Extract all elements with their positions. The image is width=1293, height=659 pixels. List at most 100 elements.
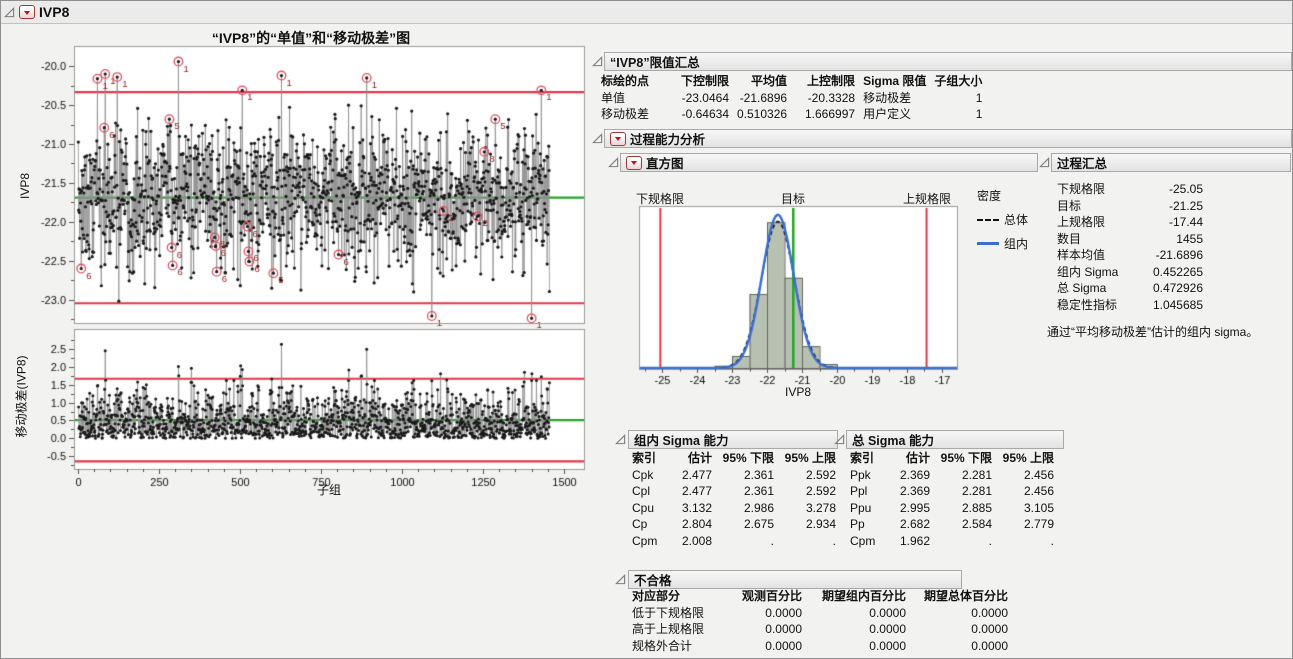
table-cell: -0.64634	[661, 106, 733, 123]
table-cell: Cpm	[846, 533, 886, 550]
disclosure-open-icon[interactable]	[615, 434, 626, 445]
overall-sigma-header[interactable]: 总 Sigma 能力	[846, 430, 1064, 449]
red-triangle-menu-icon[interactable]	[610, 132, 626, 146]
column-header: 95% 上限	[996, 450, 1058, 467]
table-cell: Cpl	[628, 483, 668, 500]
table-row: 规格外合计0.00000.00000.0000	[628, 638, 1012, 655]
jmp-report-window: IVP8 “IVP8”的“单值”和“移动极差”图 IVP8 移动极差(IVP8)…	[0, 0, 1293, 659]
usl-label: 上规格限	[887, 190, 967, 207]
table-cell: 2.885	[934, 500, 996, 517]
table-cell: 移动极差	[597, 106, 661, 123]
individuals-moving-range-chart[interactable]	[1, 41, 591, 506]
red-triangle-menu-icon[interactable]	[626, 156, 642, 170]
process-summary-table: 下规格限-25.05目标-21.25上规格限-17.44数目1455样本均值-2…	[1053, 181, 1207, 313]
table-cell: -25.05	[1145, 181, 1207, 198]
table-cell: .	[716, 533, 778, 550]
table-row: Cpl2.4772.3612.592	[628, 483, 840, 500]
table-cell: 0.472926	[1145, 280, 1207, 297]
disclosure-open-icon[interactable]	[608, 157, 619, 168]
table-cell: 目标	[1053, 198, 1145, 215]
histogram-header[interactable]: 直方图	[620, 153, 1038, 172]
report-outline-header[interactable]: IVP8	[1, 1, 1292, 24]
table-cell: 上规格限	[1053, 214, 1145, 231]
column-header: 期望总体百分比	[910, 588, 1012, 605]
table-header-row: 标绘的点下控制限平均值上控制限Sigma 限值子组大小	[597, 73, 986, 90]
column-header: 子组大小	[930, 73, 986, 90]
disclosure-open-icon[interactable]	[592, 56, 603, 67]
table-cell: -21.6896	[733, 90, 791, 107]
report-title: IVP8	[39, 4, 69, 20]
nonconformance-header[interactable]: 不合格	[628, 570, 962, 589]
table-row: 单值-23.0464-21.6896-20.3328移动极差1	[597, 90, 986, 107]
capability-header[interactable]: 过程能力分析	[604, 129, 1292, 148]
table-cell: .	[934, 533, 996, 550]
disclosure-open-icon[interactable]	[615, 574, 626, 585]
table-cell: Cpk	[628, 467, 668, 484]
limits-summary-header[interactable]: “IVP8”限值汇总	[604, 52, 1292, 71]
table-cell: -21.6896	[1145, 247, 1207, 264]
table-row: Ppl2.3692.2812.456	[846, 483, 1058, 500]
column-header: 期望组内百分比	[806, 588, 910, 605]
limits-summary-table: 标绘的点下控制限平均值上控制限Sigma 限值子组大小单值-23.0464-21…	[597, 73, 986, 123]
table-cell: 2.934	[778, 516, 840, 533]
table-cell: 2.369	[886, 483, 934, 500]
table-header-row: 索引估计95% 下限95% 上限	[846, 450, 1058, 467]
table-cell: 2.361	[716, 467, 778, 484]
disclosure-open-icon[interactable]	[834, 434, 845, 445]
table-row: Cp2.8042.6752.934	[628, 516, 840, 533]
table-cell: 0.0000	[910, 621, 1012, 638]
table-cell: 0.0000	[806, 605, 910, 622]
legend-overall-label: 总体	[1004, 211, 1028, 228]
column-header: 估计	[668, 450, 716, 467]
legend-title: 密度	[977, 187, 1028, 204]
table-cell: 2.995	[886, 500, 934, 517]
table-cell: -21.25	[1145, 198, 1207, 215]
column-header: 标绘的点	[597, 73, 661, 90]
table-cell: 1.666997	[791, 106, 859, 123]
table-cell: 0.452265	[1145, 264, 1207, 281]
table-row: Ppk2.3692.2812.456	[846, 467, 1058, 484]
table-cell: 2.477	[668, 467, 716, 484]
disclosure-open-icon[interactable]	[4, 7, 15, 18]
table-row: 总 Sigma0.472926	[1053, 280, 1207, 297]
overall-sigma-table: 索引估计95% 下限95% 上限Ppk2.3692.2812.456Ppl2.3…	[846, 450, 1058, 549]
table-header-row: 对应部分观测百分比期望组内百分比期望总体百分比	[628, 588, 1012, 605]
table-cell: 0.0000	[728, 638, 806, 655]
disclosure-open-icon[interactable]	[592, 133, 603, 144]
table-row: 稳定性指标1.045685	[1053, 297, 1207, 314]
table-cell: 3.278	[778, 500, 840, 517]
nonconformance-title: 不合格	[634, 570, 672, 589]
table-row: 目标-21.25	[1053, 198, 1207, 215]
capability-histogram-chart[interactable]	[621, 184, 977, 394]
individuals-y-axis-label: IVP8	[18, 156, 32, 216]
red-triangle-menu-icon[interactable]	[19, 5, 35, 19]
table-cell: -23.0464	[661, 90, 733, 107]
column-header: 95% 上限	[778, 450, 840, 467]
table-cell: Ppu	[846, 500, 886, 517]
process-summary-header[interactable]: 过程汇总	[1051, 153, 1291, 172]
table-cell: 0.0000	[728, 605, 806, 622]
within-sigma-header[interactable]: 组内 Sigma 能力	[628, 430, 838, 449]
table-cell: 移动极差	[859, 90, 930, 107]
histogram-title: 直方图	[646, 153, 684, 172]
process-summary-title: 过程汇总	[1057, 153, 1107, 172]
table-row: 低于下规格限0.00000.00000.0000	[628, 605, 1012, 622]
column-header: 下控制限	[661, 73, 733, 90]
table-row: Cpk2.4772.3612.592	[628, 467, 840, 484]
table-cell: 2.779	[996, 516, 1058, 533]
table-cell: .	[996, 533, 1058, 550]
table-cell: 1.962	[886, 533, 934, 550]
table-cell: 单值	[597, 90, 661, 107]
capability-title: 过程能力分析	[630, 129, 705, 148]
within-sigma-note: 通过“平均移动极差”估计的组内 sigma。	[1047, 323, 1258, 340]
table-cell: 1	[930, 106, 986, 123]
table-cell: 2.281	[934, 467, 996, 484]
column-header: 平均值	[733, 73, 791, 90]
column-header: 索引	[846, 450, 886, 467]
column-header: Sigma 限值	[859, 73, 930, 90]
table-cell: 稳定性指标	[1053, 297, 1145, 314]
table-header-row: 索引估计95% 下限95% 上限	[628, 450, 840, 467]
table-cell: 2.986	[716, 500, 778, 517]
disclosure-open-icon[interactable]	[1039, 157, 1050, 168]
legend-item-overall: 总体	[977, 211, 1028, 228]
